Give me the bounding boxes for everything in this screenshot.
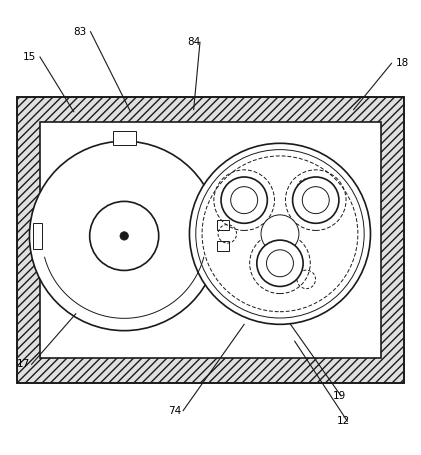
Bar <box>33 223 42 249</box>
Circle shape <box>257 240 303 287</box>
Circle shape <box>231 187 258 213</box>
Text: 19: 19 <box>333 391 346 401</box>
Text: 12: 12 <box>337 416 350 426</box>
Text: 17: 17 <box>17 359 30 369</box>
Bar <box>17 97 404 383</box>
Text: 18: 18 <box>396 58 409 68</box>
Bar <box>17 97 404 383</box>
Bar <box>217 242 229 252</box>
Text: 83: 83 <box>74 27 87 37</box>
Circle shape <box>221 177 267 223</box>
Circle shape <box>120 232 128 240</box>
Circle shape <box>90 202 159 270</box>
Circle shape <box>266 250 293 277</box>
Bar <box>217 220 229 230</box>
Circle shape <box>293 177 339 223</box>
Text: 84: 84 <box>187 37 200 47</box>
Bar <box>112 131 136 146</box>
Text: 15: 15 <box>23 52 36 62</box>
Bar <box>40 122 381 358</box>
Circle shape <box>261 215 299 253</box>
Circle shape <box>302 187 329 213</box>
Circle shape <box>29 141 219 331</box>
Circle shape <box>189 143 370 324</box>
Text: 74: 74 <box>168 406 181 415</box>
